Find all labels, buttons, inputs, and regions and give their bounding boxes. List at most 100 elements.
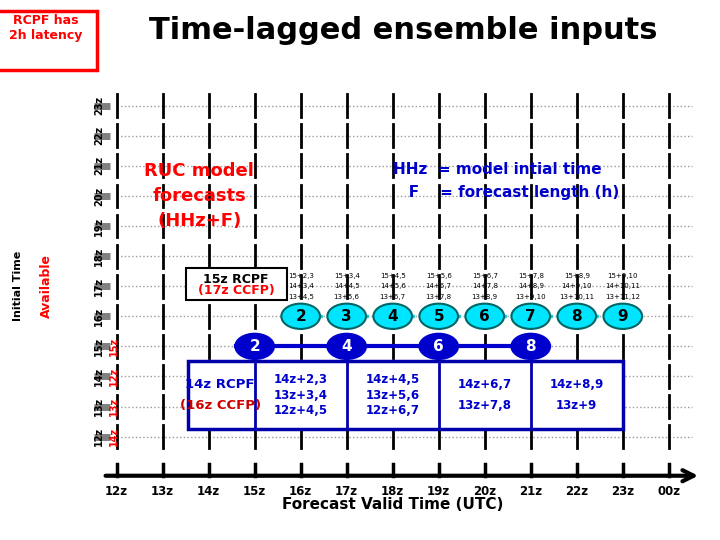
Circle shape (328, 303, 366, 329)
Text: 20z: 20z (94, 186, 104, 206)
Circle shape (511, 334, 550, 359)
Text: 13z: 13z (151, 485, 174, 498)
Circle shape (511, 303, 550, 329)
Text: 9: 9 (618, 309, 628, 324)
Circle shape (603, 303, 642, 329)
Text: 15+3,4: 15+3,4 (334, 273, 359, 279)
Text: RCPF has
2h latency: RCPF has 2h latency (9, 14, 82, 43)
Text: 15z: 15z (109, 337, 120, 356)
Text: 12z: 12z (94, 427, 104, 446)
Circle shape (374, 303, 412, 329)
Text: 3: 3 (341, 309, 352, 324)
Text: 15+7,8: 15+7,8 (518, 273, 544, 279)
Text: 22z: 22z (94, 126, 104, 145)
Text: 17z: 17z (94, 276, 104, 296)
Text: RUC model
forecasts
(HHz+F): RUC model forecasts (HHz+F) (145, 162, 254, 230)
Text: Available: Available (40, 254, 53, 318)
Text: 16z: 16z (289, 485, 312, 498)
Text: 15+6,7: 15+6,7 (472, 273, 498, 279)
Text: 14+9,10: 14+9,10 (562, 283, 592, 289)
Text: 13+11,12: 13+11,12 (606, 294, 640, 300)
Text: 13+8,9: 13+8,9 (472, 294, 498, 300)
Text: 14+4,5: 14+4,5 (334, 283, 359, 289)
Text: Initial Time: Initial Time (13, 251, 23, 321)
Text: 12z: 12z (109, 367, 120, 386)
Text: 00z: 00z (657, 485, 680, 498)
Text: 14z: 14z (197, 485, 220, 498)
Text: 15z: 15z (243, 485, 266, 498)
Text: (17z CCFP): (17z CCFP) (198, 284, 274, 297)
Text: 17z: 17z (335, 485, 359, 498)
Text: 14z+8,9: 14z+8,9 (549, 378, 604, 392)
Text: 19z: 19z (94, 217, 104, 235)
Text: 21z: 21z (519, 485, 542, 498)
Text: 14z+6,7: 14z+6,7 (458, 378, 512, 392)
Text: 15+5,6: 15+5,6 (426, 273, 451, 279)
Text: 13z: 13z (94, 397, 104, 416)
Circle shape (465, 303, 504, 329)
Text: 14+8,9: 14+8,9 (518, 283, 544, 289)
Text: 22z: 22z (565, 485, 588, 498)
Text: 15z: 15z (94, 337, 104, 356)
Text: 5: 5 (433, 309, 444, 324)
Circle shape (419, 303, 458, 329)
Text: (16z CCFP): (16z CCFP) (179, 399, 261, 413)
Text: 15+2,3: 15+2,3 (288, 273, 314, 279)
Text: 12z+6,7: 12z+6,7 (366, 404, 420, 417)
Text: 13z: 13z (109, 397, 120, 416)
Text: Forecast Valid Time (UTC): Forecast Valid Time (UTC) (282, 497, 503, 512)
Text: 14+7,8: 14+7,8 (472, 283, 498, 289)
Text: 2: 2 (295, 309, 306, 324)
FancyBboxPatch shape (186, 268, 287, 300)
Text: 18z: 18z (381, 485, 405, 498)
Text: 8: 8 (526, 339, 536, 354)
Circle shape (235, 334, 274, 359)
Circle shape (282, 303, 320, 329)
Text: 6: 6 (433, 339, 444, 354)
Text: 12z+4,5: 12z+4,5 (274, 404, 328, 417)
Text: 14+10,11: 14+10,11 (606, 283, 640, 289)
Text: 19z: 19z (427, 485, 450, 498)
Text: 6: 6 (480, 309, 490, 324)
Text: 13+10,11: 13+10,11 (559, 294, 594, 300)
Circle shape (419, 334, 458, 359)
Text: 13+6,7: 13+6,7 (379, 294, 406, 300)
Text: 13+7,8: 13+7,8 (426, 294, 451, 300)
Text: 18z: 18z (94, 246, 104, 266)
Text: 14z+4,5: 14z+4,5 (366, 373, 420, 386)
Text: 13+5,6: 13+5,6 (333, 294, 360, 300)
Text: 7: 7 (526, 309, 536, 324)
Text: 23z: 23z (94, 96, 104, 115)
Circle shape (557, 303, 596, 329)
Text: 4: 4 (341, 339, 352, 354)
FancyBboxPatch shape (188, 361, 623, 429)
Text: 12z: 12z (105, 485, 128, 498)
Text: 8: 8 (572, 309, 582, 324)
Text: 13+4,5: 13+4,5 (288, 294, 314, 300)
Text: 15+9,10: 15+9,10 (608, 273, 638, 279)
Text: HHz  = model intial time
   F    = forecast length (h): HHz = model intial time F = forecast len… (392, 161, 619, 200)
Text: 23z: 23z (611, 485, 634, 498)
Text: 15+8,9: 15+8,9 (564, 273, 590, 279)
Text: 14z: 14z (94, 367, 104, 386)
Text: 13z+9: 13z+9 (556, 399, 598, 413)
Circle shape (328, 334, 366, 359)
Text: 20z: 20z (473, 485, 496, 498)
Text: 13z+7,8: 13z+7,8 (458, 399, 512, 413)
Text: 14+5,6: 14+5,6 (379, 283, 405, 289)
Text: 2: 2 (249, 339, 260, 354)
Text: 4: 4 (387, 309, 398, 324)
Text: 13z+5,6: 13z+5,6 (366, 389, 420, 402)
Text: 14z RCPF: 14z RCPF (185, 378, 255, 392)
Text: 14z: 14z (109, 427, 120, 446)
Text: 14+6,7: 14+6,7 (426, 283, 451, 289)
Text: 21z: 21z (94, 156, 104, 176)
Text: 15+4,5: 15+4,5 (380, 273, 405, 279)
Text: 14+3,4: 14+3,4 (288, 283, 314, 289)
Text: 14z+2,3: 14z+2,3 (274, 373, 328, 386)
Text: 15z RCPF: 15z RCPF (204, 273, 269, 286)
Text: 16z: 16z (94, 307, 104, 326)
Text: 13+9,10: 13+9,10 (516, 294, 546, 300)
Text: 13z+3,4: 13z+3,4 (274, 389, 328, 402)
Text: Time-lagged ensemble inputs: Time-lagged ensemble inputs (149, 16, 657, 45)
